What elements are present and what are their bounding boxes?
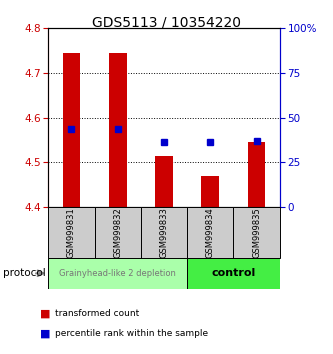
Bar	[48, 207, 95, 258]
Text: GSM999834: GSM999834	[206, 207, 215, 258]
Text: GSM999833: GSM999833	[160, 207, 168, 258]
Bar	[233, 207, 280, 258]
Text: ■: ■	[40, 308, 51, 318]
Bar	[201, 176, 219, 207]
Text: Grainyhead-like 2 depletion: Grainyhead-like 2 depletion	[59, 269, 176, 278]
Bar	[187, 207, 233, 258]
Text: GSM999831: GSM999831	[67, 207, 76, 258]
Bar	[48, 258, 187, 289]
Bar	[109, 53, 127, 207]
Bar	[155, 156, 173, 207]
Text: GSM999832: GSM999832	[113, 207, 122, 258]
Bar	[248, 142, 265, 207]
Text: transformed count: transformed count	[55, 309, 139, 318]
Bar	[187, 258, 280, 289]
Text: control: control	[211, 268, 255, 279]
Bar	[141, 207, 187, 258]
Text: percentile rank within the sample: percentile rank within the sample	[55, 329, 208, 338]
Text: protocol: protocol	[3, 268, 46, 278]
Text: ■: ■	[40, 329, 51, 338]
Text: GSM999835: GSM999835	[252, 207, 261, 258]
Bar	[95, 207, 141, 258]
Text: GDS5113 / 10354220: GDS5113 / 10354220	[92, 16, 241, 30]
Bar	[63, 53, 80, 207]
